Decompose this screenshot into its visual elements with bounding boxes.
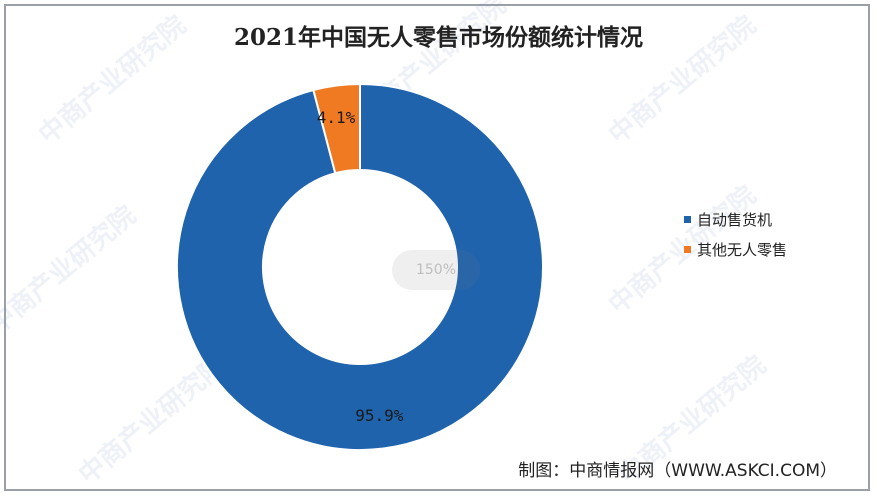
legend-label: 其他无人零售	[697, 240, 788, 259]
legend-label: 自动售货机	[697, 210, 773, 229]
legend-swatch	[684, 245, 691, 253]
zoom-level-badge: 150%	[392, 250, 480, 290]
donut-slice-vending-machine[interactable]	[176, 82, 544, 451]
donut-slice-other-unmanned-retail[interactable]	[312, 82, 361, 175]
legend-swatch	[684, 215, 691, 223]
legend: 自动售货机 其他无人零售	[684, 204, 787, 264]
legend-item-vending-machine[interactable]: 自动售货机	[684, 204, 787, 234]
legend-item-other-unmanned-retail[interactable]: 其他无人零售	[684, 234, 787, 264]
data-label-vending-machine: 95.9%	[355, 405, 404, 425]
data-label-other-unmanned-retail: 4.1%	[316, 108, 356, 128]
source-credit: 制图：中商情报网（WWW.ASKCI.COM）	[518, 461, 837, 481]
chart-title: 2021年中国无人零售市场份额统计情况	[233, 24, 643, 51]
